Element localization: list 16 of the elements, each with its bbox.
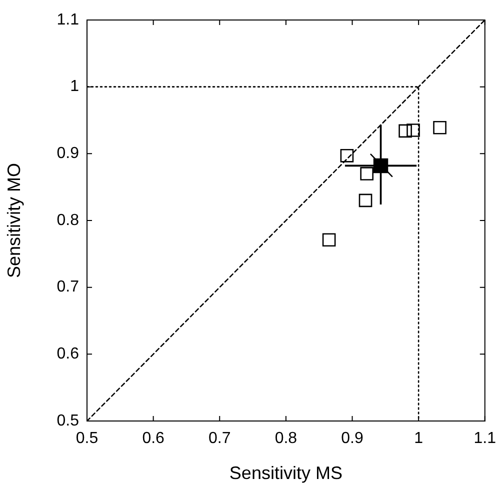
x-tick-label: 1.1: [474, 430, 496, 448]
y-tick-label: 0.6: [56, 346, 80, 363]
x-tick-label: 0.5: [76, 430, 98, 448]
x-axis-title: Sensitivity MS: [229, 463, 342, 484]
x-tick-label: 0.9: [341, 430, 364, 448]
x-tick-label: 0.7: [208, 430, 231, 448]
y-tick-label: 0.7: [56, 278, 80, 296]
y-tick-label: 0.9: [56, 145, 80, 162]
y-tick-label: 0.8: [56, 212, 80, 229]
y-tick-label: 1.1: [56, 11, 80, 28]
x-tick-label: 1: [414, 430, 424, 448]
x-tick-label: 0.6: [142, 430, 165, 448]
x-tick-label: 0.8: [274, 430, 298, 448]
y-tick-label: 0.5: [56, 412, 80, 430]
y-axis-title: Sensitivity MO: [4, 162, 24, 278]
y-tick-label: 1: [70, 78, 80, 96]
